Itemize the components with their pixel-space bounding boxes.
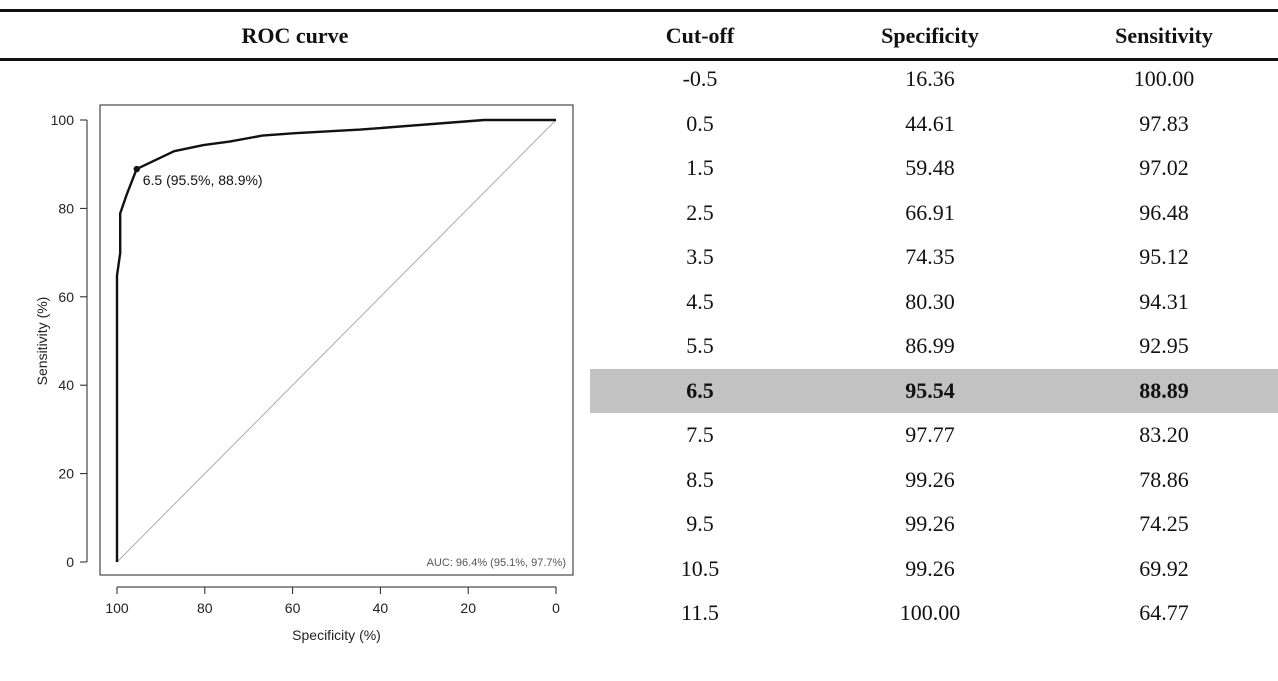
cutoff-cell: 9.5 xyxy=(686,511,714,537)
cutoff-cell: 3.5 xyxy=(686,244,714,270)
specificity-cell: 66.91 xyxy=(905,199,955,225)
specificity-cell: 100.00 xyxy=(899,600,961,626)
roc-chart-svg: 0 20 40 60 80 100 100 80 60 40 20 0 Specificity (%) S… xyxy=(34,104,574,643)
sensitivity-cell: 96.48 xyxy=(1139,199,1189,225)
y-axis-label: Sensitivity (%) xyxy=(34,297,50,386)
x-tick-label: 20 xyxy=(460,600,476,616)
specificity-cell: 99.26 xyxy=(905,555,955,581)
specificity-cell: 16.36 xyxy=(905,66,955,92)
cutoff-cell: 10.5 xyxy=(680,555,720,581)
specificity-cell: 44.61 xyxy=(905,110,955,136)
optimal-cutoff-point xyxy=(133,165,140,173)
sensitivity-cell: 95.12 xyxy=(1139,244,1189,270)
table-row: 4.5 80.30 94.31 xyxy=(590,280,1278,325)
y-tick-label: 80 xyxy=(58,200,74,216)
table-row: 5.5 86.99 92.95 xyxy=(590,324,1278,369)
sensitivity-cell: 94.31 xyxy=(1139,288,1189,314)
cutoff-cell: 1.5 xyxy=(686,155,714,181)
table-row: 11.5 100.00 64.77 xyxy=(590,591,1278,636)
sensitivity-cell: 74.25 xyxy=(1139,511,1189,537)
sensitivity-cell: 69.92 xyxy=(1139,555,1189,581)
specificity-cell: 95.54 xyxy=(905,377,955,403)
table-row: 0.5 44.61 97.83 xyxy=(590,102,1278,147)
header-roc-curve: ROC curve xyxy=(241,23,349,48)
plot-frame xyxy=(99,104,574,576)
cutoff-cell: 0.5 xyxy=(686,110,714,136)
x-tick-label: 100 xyxy=(105,600,129,616)
table-header-rule xyxy=(0,58,1278,61)
y-tick-label: 100 xyxy=(51,112,75,128)
sensitivity-cell: 64.77 xyxy=(1139,600,1189,626)
cutoff-cell: 5.5 xyxy=(686,333,714,359)
sensitivity-cell: 78.86 xyxy=(1139,466,1189,492)
x-tick-label: 60 xyxy=(285,600,301,616)
cutoff-cell: -0.5 xyxy=(682,66,718,92)
specificity-cell: 59.48 xyxy=(905,155,955,181)
sensitivity-cell: 83.20 xyxy=(1139,422,1189,448)
table-row: 2.5 66.91 96.48 xyxy=(590,191,1278,236)
sensitivity-cell: 97.83 xyxy=(1139,110,1189,136)
x-tick-label: 80 xyxy=(197,600,213,616)
reference-diagonal-line xyxy=(116,119,557,563)
header-specificity: Specificity xyxy=(881,23,979,48)
specificity-cell: 74.35 xyxy=(905,244,955,270)
sensitivity-cell: 88.89 xyxy=(1139,377,1189,403)
roc-curve-line xyxy=(115,118,556,562)
cutoff-cell: 11.5 xyxy=(681,600,719,626)
table-row: 9.5 99.26 74.25 xyxy=(590,502,1278,547)
sensitivity-cell: 92.95 xyxy=(1139,333,1189,359)
cutoff-table-body: -0.5 16.36 100.00 0.5 44.61 97.83 1.5 59.48 97.0… xyxy=(590,57,1278,636)
table-top-rule xyxy=(0,9,1278,12)
auc-annotation: AUC: 96.4% (95.1%, 97.7%) xyxy=(427,557,566,569)
cutoff-cell: 8.5 xyxy=(686,466,714,492)
table-row-optimal: 6.5 95.54 88.89 xyxy=(590,368,1278,413)
x-axis-label: Specificity (%) xyxy=(292,627,381,643)
x-tick-label: 40 xyxy=(373,600,389,616)
cutoff-cell: 6.5 xyxy=(686,377,714,403)
table-row: 10.5 99.26 69.92 xyxy=(590,547,1278,592)
sensitivity-cell: 97.02 xyxy=(1139,155,1189,181)
specificity-cell: 99.26 xyxy=(905,511,955,537)
table-row: 8.5 99.26 78.86 xyxy=(590,458,1278,503)
roc-plot: 0 20 40 60 80 100 100 80 60 40 20 0 Specificity (%) S… xyxy=(0,90,590,650)
y-tick-label: 40 xyxy=(58,377,74,393)
x-tick-label: 0 xyxy=(552,600,560,616)
specificity-cell: 86.99 xyxy=(905,333,955,359)
specificity-cell: 97.77 xyxy=(905,422,955,448)
specificity-cell: 99.26 xyxy=(905,466,955,492)
sensitivity-cell: 100.00 xyxy=(1133,66,1195,92)
table-row: -0.5 16.36 100.00 xyxy=(590,57,1278,102)
y-tick-label: 20 xyxy=(58,466,74,482)
optimal-cutoff-label: 6.5 (95.5%, 88.9%) xyxy=(143,172,263,188)
table-row: 1.5 59.48 97.02 xyxy=(590,146,1278,191)
table-row: 7.5 97.77 83.20 xyxy=(590,413,1278,458)
y-tick-label: 60 xyxy=(58,289,74,305)
cutoff-cell: 7.5 xyxy=(686,422,714,448)
specificity-cell: 80.30 xyxy=(905,288,955,314)
cutoff-cell: 4.5 xyxy=(686,288,714,314)
cutoff-cell: 2.5 xyxy=(686,199,714,225)
y-tick-label: 0 xyxy=(66,554,74,570)
table-row: 3.5 74.35 95.12 xyxy=(590,235,1278,280)
header-sensitivity: Sensitivity xyxy=(1115,23,1213,48)
header-cutoff: Cut-off xyxy=(665,23,735,48)
